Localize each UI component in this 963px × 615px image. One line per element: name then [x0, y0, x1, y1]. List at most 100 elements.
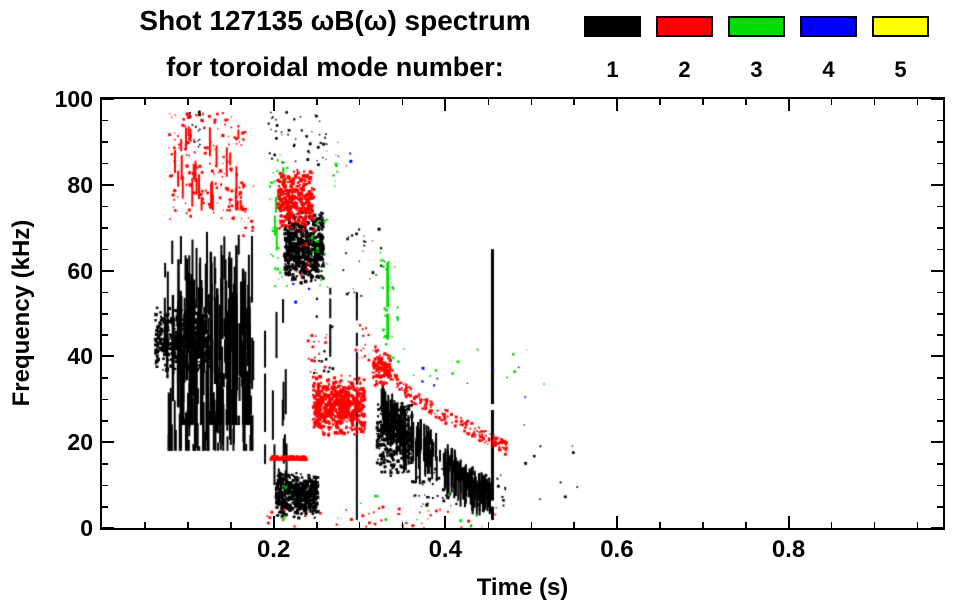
y-minor-tick: [102, 463, 108, 465]
legend-label-mode-5: 5: [894, 57, 907, 82]
y-tick-label: 20: [67, 429, 93, 456]
x-minor-tick: [358, 99, 361, 105]
x-minor-tick: [702, 99, 704, 105]
y-minor-tick: [937, 141, 943, 143]
x-minor-tick: [659, 99, 661, 105]
x-minor-tick: [144, 99, 146, 105]
y-axis-title: Frequency (kHz): [8, 219, 35, 407]
y-minor-tick: [937, 398, 943, 401]
x-minor-tick: [187, 99, 189, 105]
y-minor-tick: [102, 334, 108, 336]
y-minor-tick: [102, 291, 108, 294]
y-tick-label: 100: [54, 86, 93, 112]
x-minor-tick: [873, 522, 876, 528]
spectrogram-canvas: [102, 99, 943, 528]
x-minor-tick: [702, 522, 704, 528]
y-tick-label: 60: [67, 257, 93, 284]
y-minor-tick: [937, 420, 943, 422]
x-minor-tick: [187, 522, 189, 528]
x-minor-tick: [230, 522, 232, 528]
y-minor-tick: [937, 119, 943, 122]
y-minor-tick: [937, 248, 943, 251]
x-minor-tick: [916, 522, 919, 528]
x-major-tick: [272, 516, 275, 528]
y-tick-label: 40: [67, 343, 93, 370]
x-minor-tick: [573, 522, 575, 528]
legend-swatch-mode-4: [800, 16, 857, 37]
y-minor-tick: [937, 205, 943, 208]
x-major-tick: [615, 99, 618, 111]
x-minor-tick: [916, 99, 919, 105]
y-minor-tick: [102, 162, 108, 165]
y-minor-tick: [937, 227, 943, 229]
y-major-tick: [931, 183, 943, 186]
x-tick-label: 0.2: [256, 536, 291, 563]
x-minor-tick: [487, 99, 490, 105]
y-minor-tick: [102, 119, 108, 122]
x-major-tick: [444, 99, 447, 111]
chart-subtitle: for toroidal mode number:: [166, 52, 504, 82]
y-minor-tick: [937, 506, 943, 508]
x-minor-tick: [530, 522, 533, 528]
y-minor-tick: [102, 313, 108, 315]
legend-swatch-mode-5: [872, 16, 929, 37]
x-minor-tick: [316, 99, 318, 105]
y-major-tick: [102, 441, 114, 444]
y-minor-tick: [102, 227, 108, 229]
x-minor-tick: [401, 522, 404, 528]
y-major-tick: [102, 269, 114, 272]
x-minor-tick: [830, 99, 833, 105]
y-major-tick: [931, 441, 943, 444]
y-tick-label: 0: [80, 515, 93, 541]
y-minor-tick: [102, 205, 108, 208]
legend-label-mode-2: 2: [678, 57, 691, 82]
legend-label-mode-4: 4: [822, 57, 835, 82]
legend-swatch-mode-2: [656, 16, 713, 37]
legend-swatch-mode-3: [728, 16, 785, 37]
legend-mode-numbers: 1 2 3 4 5: [584, 57, 929, 83]
y-minor-tick: [102, 141, 108, 143]
y-minor-tick: [937, 162, 943, 165]
x-minor-tick: [659, 522, 661, 528]
chart-title: Shot 127135 ωB(ω) spectrum: [139, 5, 531, 36]
legend-label-mode-3: 3: [750, 57, 763, 82]
y-minor-tick: [937, 334, 943, 336]
x-minor-tick: [358, 522, 361, 528]
plot-area: [100, 97, 945, 530]
y-minor-tick: [102, 506, 108, 508]
x-minor-tick: [487, 522, 490, 528]
x-major-tick: [787, 516, 790, 528]
y-minor-tick: [102, 248, 108, 251]
y-minor-tick: [937, 377, 943, 379]
x-minor-tick: [144, 522, 146, 528]
y-major-tick: [931, 355, 943, 358]
y-major-tick: [102, 183, 114, 186]
y-minor-tick: [937, 484, 943, 487]
y-minor-tick: [102, 377, 108, 379]
y-minor-tick: [937, 463, 943, 465]
y-major-tick: [931, 99, 943, 100]
legend-label-mode-1: 1: [606, 57, 619, 82]
x-minor-tick: [530, 99, 533, 105]
y-minor-tick: [937, 313, 943, 315]
y-minor-tick: [102, 484, 108, 487]
y-minor-tick: [102, 420, 108, 422]
x-minor-tick: [745, 99, 747, 105]
x-major-tick: [787, 99, 790, 111]
legend-swatches: [584, 16, 929, 37]
y-minor-tick: [102, 398, 108, 401]
y-major-tick: [931, 269, 943, 272]
y-major-tick: [102, 527, 114, 528]
x-minor-tick: [873, 99, 876, 105]
x-major-tick: [615, 516, 618, 528]
x-tick-label: 0.4: [428, 536, 462, 563]
x-tick-label: 0.6: [600, 536, 634, 563]
y-major-tick: [931, 527, 943, 528]
y-major-tick: [102, 99, 114, 100]
y-tick-label: 80: [67, 171, 93, 198]
x-minor-tick: [230, 99, 232, 105]
x-major-tick: [272, 99, 275, 111]
x-minor-tick: [830, 522, 833, 528]
y-minor-tick: [937, 291, 943, 294]
